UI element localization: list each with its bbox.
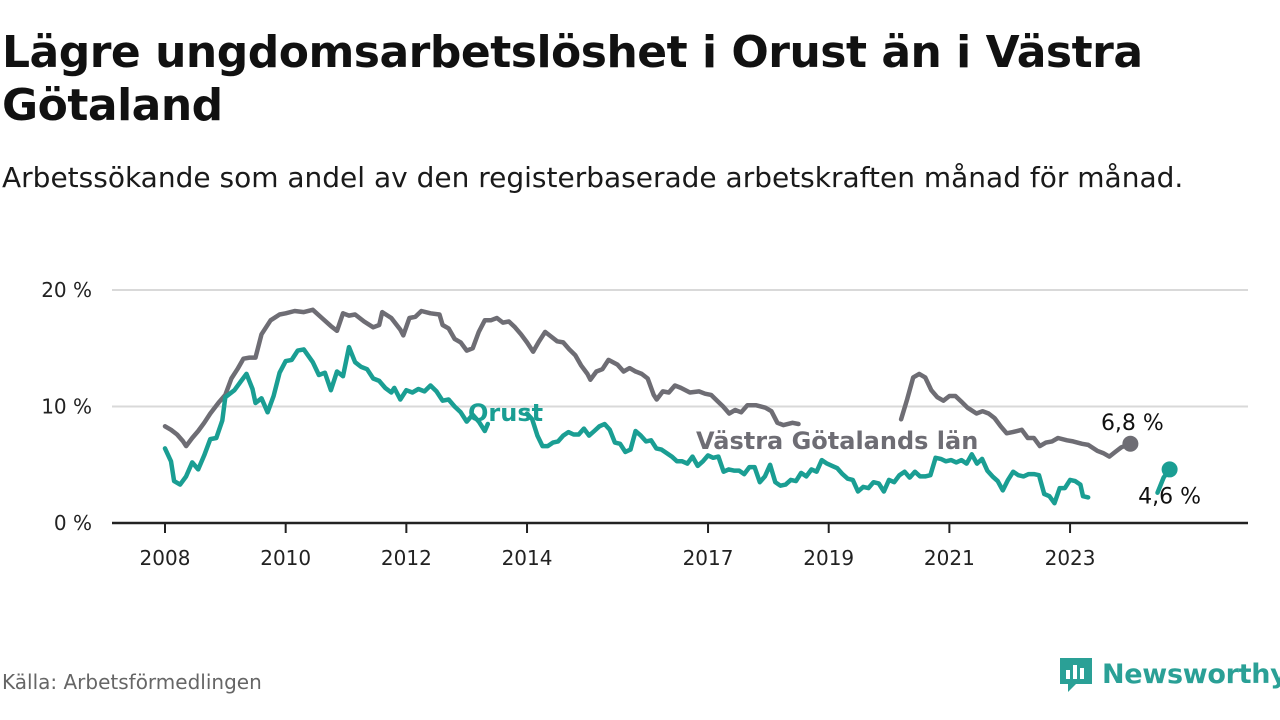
vg-series-line (898, 371, 1133, 459)
orust-series-line (1041, 477, 1091, 506)
x-tick-label: 2008 (140, 546, 191, 570)
brand-name: Newsworthy (1102, 658, 1280, 690)
x-tick-label: 2010 (260, 546, 311, 570)
x-tick-label: 2014 (502, 546, 553, 570)
x-tick-label: 2023 (1045, 546, 1096, 570)
x-tick-label: 2021 (924, 546, 975, 570)
vg-series-line (162, 307, 801, 449)
chart-title: Lägre ungdomsarbetslöshet i Orust än i V… (2, 27, 1143, 131)
brand[interactable]: Newsworthy (1058, 654, 1280, 694)
vg-series-label: Västra Götalands län (696, 427, 978, 455)
orust-end-value: 4,6 % (1138, 484, 1201, 509)
y-tick-label: 0 % (54, 511, 92, 535)
vg-end-value: 6,8 % (1101, 411, 1164, 436)
x-tick-label: 2019 (803, 546, 854, 570)
y-tick-label: 20 % (41, 278, 92, 302)
y-tick-label: 10 % (41, 395, 92, 419)
orust-series-line (162, 344, 491, 487)
orust-series-line (524, 411, 1047, 497)
chart-subtitle: Arbetssökande som andel av den registerb… (2, 161, 1184, 194)
orust-series-label: Orust (468, 399, 543, 427)
source-note: Källa: Arbetsförmedlingen (2, 670, 262, 694)
vg-end-point (1122, 435, 1139, 452)
orust-end-point (1161, 461, 1178, 478)
x-tick-label: 2012 (381, 546, 432, 570)
x-tick-label: 2017 (683, 546, 734, 570)
newsworthy-logo-icon (1060, 658, 1092, 692)
